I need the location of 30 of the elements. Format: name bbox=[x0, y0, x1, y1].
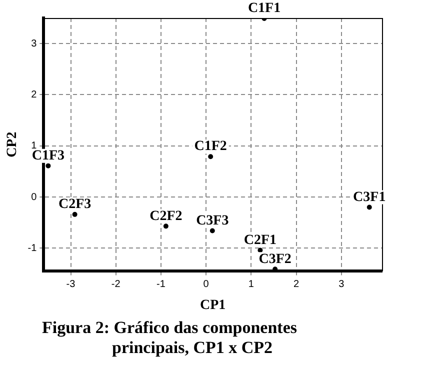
y-axis-title: CP2 bbox=[5, 132, 20, 158]
point bbox=[366, 204, 372, 210]
x-tick-label: 1 bbox=[248, 278, 254, 290]
x-tick-label: -1 bbox=[156, 278, 166, 290]
data-label: C3F2 bbox=[258, 252, 292, 267]
text: Figura 2: Gráfico das componentes principais, CP1 x CP2 bbox=[42, 318, 298, 358]
data-label: C3F1 bbox=[353, 190, 386, 205]
x-tick-label: 0 bbox=[203, 278, 210, 290]
point bbox=[208, 154, 214, 160]
point bbox=[163, 224, 168, 229]
data-label: C1F3 bbox=[32, 148, 65, 164]
x-tick-label: 2 bbox=[294, 278, 300, 290]
data-label: C1F1 bbox=[248, 1, 281, 16]
point bbox=[210, 228, 215, 234]
point bbox=[72, 212, 78, 217]
x-tick-label: 3 bbox=[338, 278, 345, 290]
data-label: C3F3 bbox=[196, 213, 229, 228]
y-tick-label: 2 bbox=[31, 89, 38, 100]
data-label: C2F2 bbox=[150, 208, 182, 224]
y-tick-label: 0 bbox=[31, 192, 38, 203]
data-label: C2F1 bbox=[244, 232, 277, 248]
y-tick-label: -1 bbox=[28, 242, 38, 254]
x-tick-label: -2 bbox=[111, 278, 121, 290]
data-label: C1F2 bbox=[194, 139, 227, 154]
y-tick-label: 3 bbox=[31, 38, 38, 50]
point bbox=[46, 163, 51, 168]
x-tick-label: -3 bbox=[66, 278, 76, 290]
point bbox=[258, 248, 263, 253]
x-axis-title: CP1 bbox=[200, 298, 226, 314]
data-label: C2F3 bbox=[58, 197, 92, 212]
